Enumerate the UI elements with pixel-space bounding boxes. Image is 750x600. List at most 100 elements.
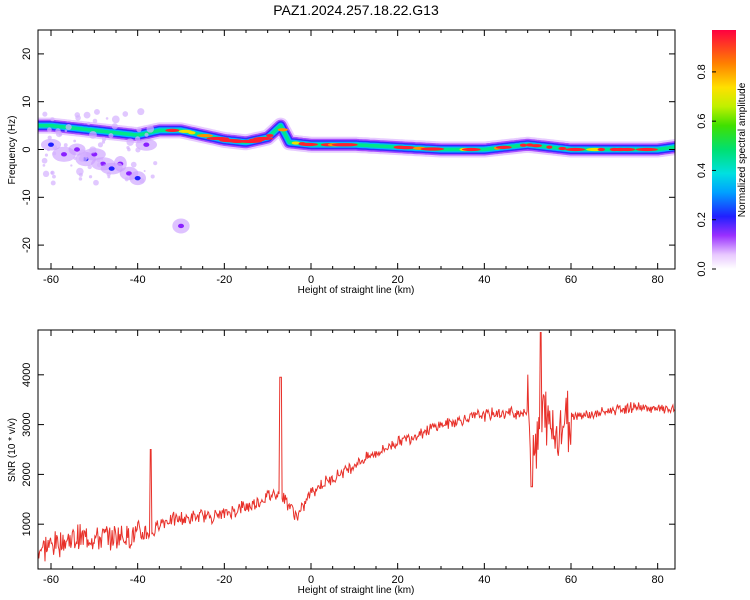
spectral-speckle xyxy=(135,136,141,142)
colorbar-tick-label: 0.4 xyxy=(696,163,708,178)
spectral-speckle xyxy=(92,118,98,124)
spec-xtick-label: 60 xyxy=(565,274,577,286)
spectral-speckle xyxy=(135,147,141,153)
spec-ytick-label: -10 xyxy=(21,189,33,205)
spec-ytick-label: 10 xyxy=(21,96,33,108)
spectral-hotspot xyxy=(558,146,567,151)
snr-ytick-label: 3000 xyxy=(21,412,33,436)
spectral-speckle xyxy=(108,133,114,139)
spec-xtick-label: -20 xyxy=(216,274,232,286)
spectrogram-y-label: Frequency (Hz) xyxy=(7,116,18,185)
snr-xtick-label: -60 xyxy=(43,574,59,586)
spectral-blob-core xyxy=(61,152,67,157)
snr-frame xyxy=(37,329,676,570)
spectral-hotspot xyxy=(266,133,274,138)
spectral-speckle xyxy=(83,111,91,119)
spectral-speckle xyxy=(93,179,99,186)
spectral-hotspot xyxy=(420,147,445,151)
spectral-speckle xyxy=(55,130,63,138)
snr-series-line xyxy=(38,332,675,562)
spec-xtick-label: -60 xyxy=(43,274,59,286)
spectral-speckle xyxy=(143,169,146,172)
spectrogram-x-label: Height of straight line (km) xyxy=(298,285,415,296)
spectrogram-marks xyxy=(38,108,675,234)
snr-ticks: -60 -40 -20 0 20 40 60 80 1000 2000 3000 4000 xyxy=(21,330,675,586)
spectral-speckle xyxy=(74,112,81,118)
colorbar-tick-label: 0.0 xyxy=(696,261,708,276)
spectral-speckle xyxy=(136,127,142,133)
spectral-speckle xyxy=(79,154,88,163)
spectral-hotspot xyxy=(165,128,180,132)
snr-xtick-label: -20 xyxy=(216,574,232,586)
spectral-speckle xyxy=(106,171,111,177)
spectral-speckle xyxy=(137,108,145,116)
spectral-hotspot xyxy=(397,145,416,150)
spectral-speckle xyxy=(93,108,100,115)
spectral-speckle xyxy=(52,174,56,179)
spectral-blob-core xyxy=(134,175,141,181)
snr-y-label: SNR (10 * v/v) xyxy=(7,418,18,482)
snr-ytick-label: 1000 xyxy=(21,512,33,536)
spectral-speckle xyxy=(144,132,149,137)
spectral-speckle xyxy=(47,135,52,140)
spectral-hotspot xyxy=(619,147,636,152)
spectral-speckle xyxy=(101,137,107,142)
snr-ytick-label: 4000 xyxy=(21,363,33,387)
snr-xtick-label: 40 xyxy=(478,574,490,586)
spec-ytick-label: 0 xyxy=(21,146,33,152)
colorbar-tick-label: 0.6 xyxy=(696,114,708,129)
colorbar-label: Normalized spectral amplitude xyxy=(737,82,748,217)
spec-xtick-label: 0 xyxy=(308,274,314,286)
spectral-speckle xyxy=(88,175,93,179)
spectral-speckle xyxy=(105,117,109,120)
spectral-speckle xyxy=(97,142,104,148)
spectral-speckle xyxy=(126,138,134,146)
spectral-speckle xyxy=(146,125,155,133)
spectral-blob-core xyxy=(143,142,150,147)
spectral-blob-core xyxy=(74,147,80,152)
spec-xtick-label: -40 xyxy=(130,274,146,286)
spectral-speckle xyxy=(65,123,72,131)
spectral-hotspot xyxy=(337,143,358,147)
colorbar: 0.0 0.2 0.4 0.6 0.8 Normalized spectral ampl… xyxy=(696,30,748,277)
spectral-hotspot xyxy=(461,147,481,152)
spectral-hotspot xyxy=(530,144,542,148)
colorbar-tick-label: 0.8 xyxy=(696,64,708,79)
snr-ytick-label: 2000 xyxy=(21,462,33,486)
spectral-speckle xyxy=(41,157,48,164)
spectral-hotspot xyxy=(291,141,301,145)
spec-xtick-label: 20 xyxy=(392,274,404,286)
spectrogram-panel: -60 -40 -20 0 20 40 60 80 -20 -10 0 10 20 Height of … xyxy=(7,29,676,296)
spec-xtick-label: 80 xyxy=(652,274,664,286)
spectral-speckle xyxy=(44,153,49,157)
spectral-speckle xyxy=(111,115,120,124)
spectral-speckle xyxy=(63,143,68,148)
spectral-speckle xyxy=(130,161,137,168)
colorbar-tick-label: 0.2 xyxy=(696,212,708,227)
snr-marks xyxy=(38,332,675,562)
spectrogram-ticks: -60 -40 -20 0 20 40 60 80 -20 -10 0 10 20 xyxy=(21,30,675,286)
snr-x-label: Height of straight line (km) xyxy=(298,585,415,596)
spec-ytick-label: 20 xyxy=(21,48,33,60)
spectral-hotspot xyxy=(299,142,318,147)
spectral-speckle xyxy=(64,129,68,133)
snr-xtick-label: -40 xyxy=(130,574,146,586)
spectral-speckle xyxy=(124,177,129,182)
spectral-speckle xyxy=(52,151,57,156)
snr-xtick-label: 80 xyxy=(652,574,664,586)
spectral-speckle xyxy=(42,170,50,178)
spectral-speckle xyxy=(139,178,145,184)
spectral-speckle xyxy=(78,177,83,181)
spectral-hotspot xyxy=(546,145,553,149)
spectral-hotspot xyxy=(565,147,586,152)
spectral-blob-core xyxy=(126,171,132,176)
spectral-speckle xyxy=(150,174,155,179)
spectral-hotspot xyxy=(277,128,288,132)
spectral-hotspot xyxy=(519,143,527,147)
spectral-speckle xyxy=(111,123,118,130)
spectral-speckle xyxy=(78,172,83,177)
spectral-speckle xyxy=(50,180,56,186)
spectral-hotspot xyxy=(597,147,606,152)
spectral-blob-core xyxy=(108,166,115,171)
